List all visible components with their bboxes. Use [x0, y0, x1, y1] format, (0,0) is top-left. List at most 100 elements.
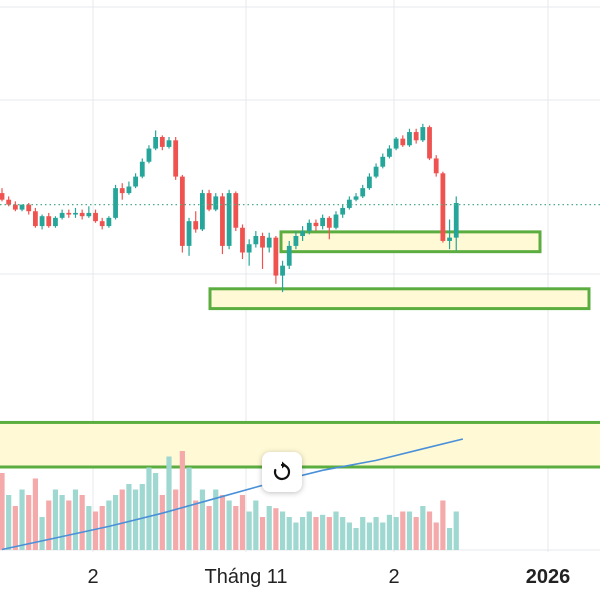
candle-body — [367, 176, 372, 189]
candle-body — [340, 207, 346, 215]
candle-body — [159, 137, 165, 147]
candle-body — [139, 161, 145, 177]
candle-body — [213, 196, 219, 210]
candle-body — [106, 217, 112, 227]
candle-body — [153, 137, 159, 149]
x-tick-label: 2 — [87, 566, 99, 588]
volume-bar — [333, 511, 339, 550]
x-tick-label: Tháng 11 — [204, 566, 288, 588]
volume-bar — [440, 500, 446, 550]
volume-bar — [279, 511, 286, 550]
candle-body — [146, 148, 152, 162]
candle-body — [387, 148, 392, 157]
volume-bar — [426, 511, 433, 550]
candle-body — [286, 245, 292, 266]
candle-body — [233, 193, 239, 228]
volume-bar — [39, 517, 45, 550]
volume-bar — [32, 478, 38, 550]
candle-body — [93, 212, 98, 222]
volume-bar — [26, 495, 32, 550]
volume-bar — [159, 495, 165, 550]
candle-body — [53, 217, 58, 227]
volume-bar — [193, 500, 199, 550]
candle-body — [360, 188, 366, 197]
volume-bar — [259, 517, 266, 550]
candle-body — [353, 196, 359, 200]
candle-body — [126, 186, 132, 194]
candle-body — [6, 199, 12, 205]
candle-body — [33, 211, 38, 227]
candle-body — [66, 212, 72, 215]
candle-body — [413, 132, 419, 141]
volume-bar — [166, 456, 172, 550]
reset-icon — [273, 461, 291, 481]
volume-bar — [173, 489, 179, 550]
volume-bar — [360, 517, 366, 550]
volume-bar — [393, 517, 399, 550]
volume-bar — [46, 500, 52, 550]
candle-body — [260, 236, 265, 248]
candle-body — [293, 236, 299, 246]
candle-body — [400, 138, 406, 146]
candle-body — [420, 127, 426, 141]
volume-bar — [446, 528, 453, 550]
volume-bar — [266, 506, 272, 550]
candle-body — [0, 193, 5, 200]
candle-body — [206, 193, 212, 210]
candle-body — [86, 212, 92, 217]
volume-bar — [346, 522, 352, 550]
candle-body — [39, 216, 45, 227]
volume-bar — [199, 489, 205, 550]
candle-body — [99, 221, 105, 227]
volume-bar — [406, 511, 413, 550]
candle-body — [226, 193, 232, 246]
candle-body — [346, 199, 352, 208]
candle-body — [73, 212, 78, 215]
volume-bar — [413, 517, 419, 550]
volume-bar — [380, 522, 386, 550]
volume-bar — [246, 511, 252, 550]
volume-bar — [106, 500, 112, 550]
volume-bar — [326, 517, 332, 550]
volume-bar — [79, 495, 85, 550]
candle-body — [320, 217, 326, 227]
volume-bar — [72, 489, 79, 550]
candle-body — [440, 173, 446, 241]
candle-body — [19, 204, 25, 210]
volume-bar — [112, 495, 119, 550]
volume-bar — [12, 506, 18, 550]
support-zone — [208, 287, 591, 311]
volume-bar — [420, 506, 426, 550]
candle-body — [46, 216, 52, 227]
candle-body — [220, 196, 225, 246]
volume-bar — [0, 473, 5, 550]
support-zones — [0, 230, 600, 469]
volume-bar — [373, 517, 379, 550]
volume-bar — [86, 506, 92, 550]
ma-line — [1, 438, 464, 551]
candle-body — [427, 127, 432, 159]
candle-body — [447, 237, 452, 241]
candle-body — [119, 188, 125, 194]
reset-zoom-button[interactable] — [262, 452, 302, 492]
volume-bar — [286, 517, 292, 550]
volume-bar — [186, 467, 192, 550]
volume-bar — [66, 500, 72, 550]
support-zone — [279, 230, 542, 254]
candle-body — [373, 166, 379, 177]
volume-bar — [313, 517, 319, 550]
x-tick-label: 2026 — [525, 566, 571, 588]
candle-body — [26, 204, 32, 212]
moving-average — [1, 438, 464, 551]
volume-bar — [340, 517, 346, 550]
candle-body — [407, 132, 412, 146]
candle-body — [433, 158, 439, 174]
volume-bar — [206, 506, 212, 550]
volume-bar — [92, 511, 99, 550]
volume-bar — [239, 495, 246, 550]
volume-bar — [233, 506, 239, 550]
candle-body — [306, 222, 312, 232]
volume-bars — [0, 451, 459, 550]
candle-body — [240, 227, 245, 253]
